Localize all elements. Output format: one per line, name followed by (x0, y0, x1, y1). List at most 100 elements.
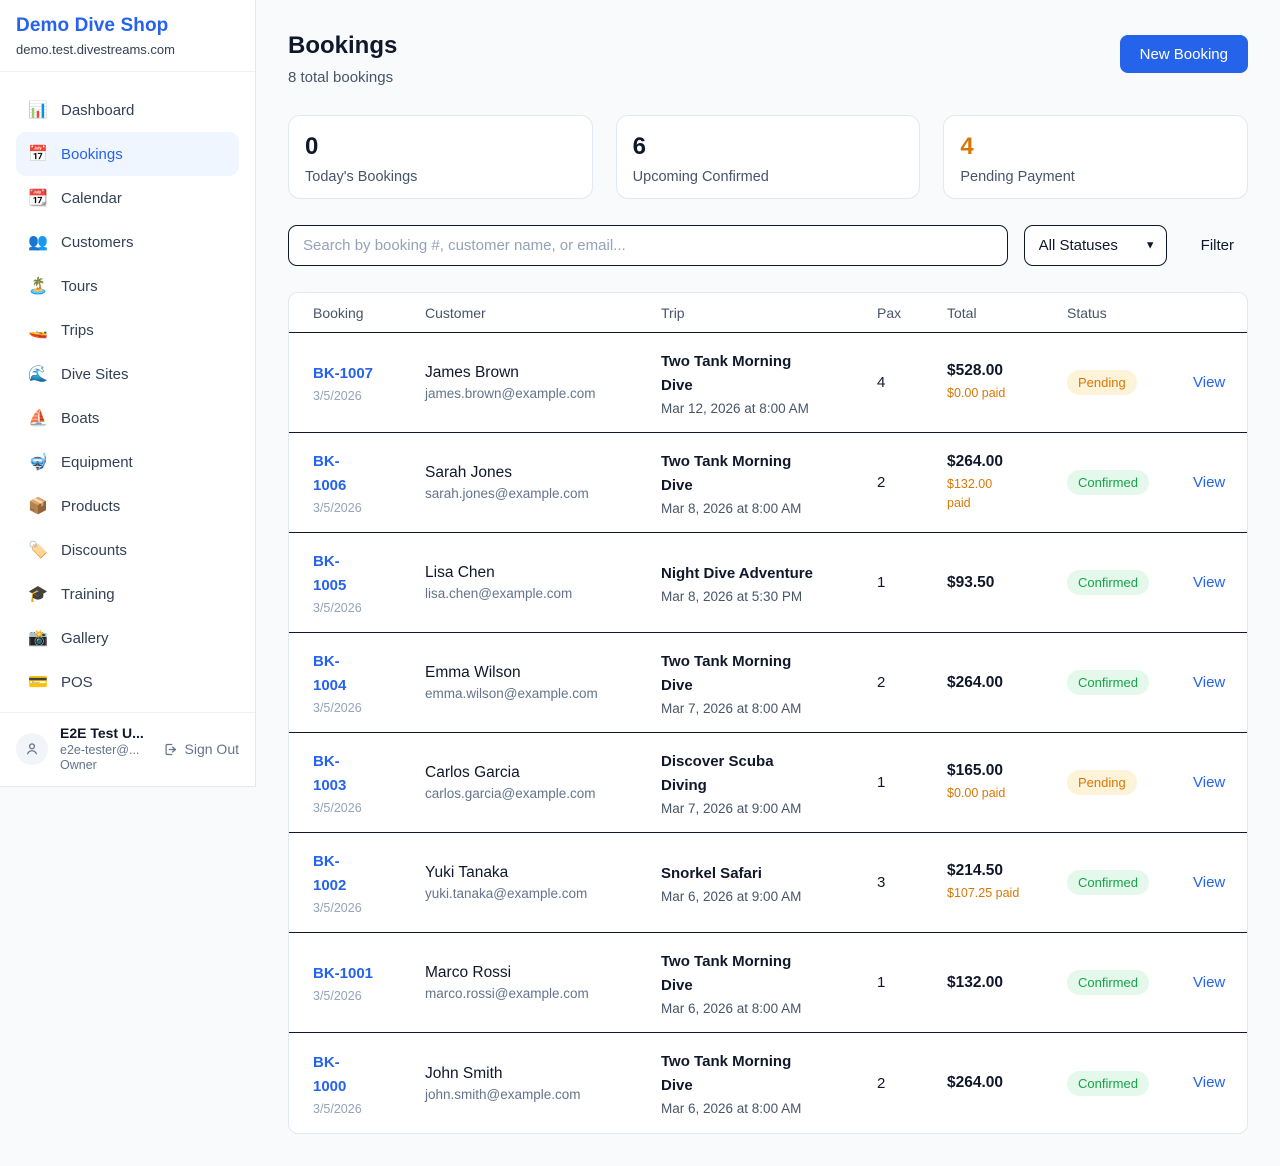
user-footer: E2E Test U... e2e-tester@... Owner Sign … (0, 712, 255, 786)
view-link[interactable]: View (1193, 773, 1226, 791)
trip-name: Night Dive Adventure (661, 564, 813, 582)
customer-name: John Smith (425, 1064, 503, 1082)
booking-number-link[interactable]: BK- 1000 (313, 1053, 347, 1095)
sidebar-item-label: Calendar (61, 189, 122, 207)
sidebar-item-bookings[interactable]: 📅 Bookings (16, 132, 239, 176)
new-booking-button[interactable]: New Booking (1119, 35, 1248, 73)
trip-name: Two Tank Morning Dive (661, 652, 792, 694)
sidebar-item-equipment[interactable]: 🤿 Equipment (16, 440, 239, 484)
sidebar-item-label: Customers (61, 233, 134, 251)
total-amount: $132.00 (947, 973, 1004, 991)
paid-amount: $0.00 paid (947, 786, 1006, 801)
status-badge: Confirmed (1067, 670, 1149, 695)
total-amount: $214.50 (947, 862, 1004, 880)
sidebar-item-tours[interactable]: 🏝️ Tours (16, 264, 239, 308)
trip-datetime: Mar 8, 2026 at 8:00 AM (661, 500, 802, 516)
filter-button[interactable]: Filter (1200, 237, 1234, 254)
page-title: Bookings (288, 32, 398, 59)
sidebar-item-label: Dive Sites (61, 365, 129, 383)
status-badge: Pending (1067, 770, 1137, 795)
status-badge: Confirmed (1067, 870, 1149, 895)
sidebar-item-products[interactable]: 📦 Products (16, 484, 239, 528)
stat-label: Upcoming Confirmed (632, 169, 769, 185)
avatar (16, 733, 48, 766)
sidebar-item-discounts[interactable]: 🏷️ Discounts (16, 528, 239, 572)
table-row: BK-1001 3/5/2026 Marco Rossi marco.rossi… (289, 933, 1247, 1033)
user-role: Owner (60, 758, 97, 773)
view-link[interactable]: View (1193, 573, 1226, 591)
booking-number-link[interactable]: BK- 1004 (313, 653, 347, 694)
page-subtitle: 8 total bookings (288, 69, 394, 86)
stat-card: 6 Upcoming Confirmed (615, 115, 921, 199)
sidebar-item-gallery[interactable]: 📸 Gallery (16, 616, 239, 660)
customer-email: emma.wilson@example.com (425, 686, 598, 701)
total-amount: $165.00 (947, 762, 1004, 780)
pax-count: 1 (877, 574, 886, 591)
booking-number-link[interactable]: BK- 1005 (313, 553, 347, 594)
sidebar-item-label: Training (61, 585, 115, 603)
view-link[interactable]: View (1193, 473, 1226, 491)
table-row: BK- 1004 3/5/2026 Emma Wilson emma.wilso… (289, 633, 1247, 733)
booking-date: 3/5/2026 (313, 1101, 362, 1116)
customer-email: sarah.jones@example.com (425, 486, 589, 501)
pos-creditcard-icon: 💳 (28, 674, 48, 691)
col-header-booking: Booking (313, 304, 364, 321)
customer-email: lisa.chen@example.com (425, 586, 573, 601)
status-badge: Confirmed (1067, 970, 1149, 995)
col-header-customer: Customer (425, 304, 486, 321)
sidebar-item-boats[interactable]: ⛵ Boats (16, 396, 239, 440)
status-filter-select[interactable]: All Statuses (1023, 225, 1167, 266)
trip-name: Two Tank Morning Dive (661, 952, 792, 994)
col-header-pax: Pax (877, 304, 902, 321)
trip-name: Discover Scuba Diving (661, 752, 774, 794)
table-row: BK-1007 3/5/2026 James Brown james.brown… (289, 333, 1247, 433)
sidebar-item-label: Bookings (61, 145, 123, 163)
sidebar-item-customers[interactable]: 👥 Customers (16, 220, 239, 264)
boats-sailboat-icon: ⛵ (28, 410, 48, 427)
search-input[interactable] (288, 225, 1008, 266)
sidebar-item-label: POS (61, 673, 93, 691)
col-header-total: Total (947, 304, 977, 321)
status-badge: Confirmed (1067, 470, 1149, 495)
view-link[interactable]: View (1193, 973, 1226, 991)
sidebar-item-pos[interactable]: 💳 POS (16, 660, 239, 704)
view-link[interactable]: View (1193, 1074, 1226, 1091)
booking-number-link[interactable]: BK-1001 (313, 965, 374, 982)
sidebar-item-dashboard[interactable]: 📊 Dashboard (16, 88, 239, 132)
view-link[interactable]: View (1193, 373, 1226, 391)
view-link[interactable]: View (1193, 873, 1226, 891)
table-row: BK- 1006 3/5/2026 Sarah Jones sarah.jone… (289, 433, 1247, 533)
stat-card: 0 Today's Bookings (288, 115, 593, 199)
booking-number-link[interactable]: BK- 1002 (313, 853, 347, 894)
sign-out-button[interactable]: Sign Out (163, 741, 239, 757)
trip-datetime: Mar 8, 2026 at 5:30 PM (661, 588, 803, 604)
view-link[interactable]: View (1193, 673, 1226, 691)
stat-label: Today's Bookings (305, 169, 418, 185)
sidebar-item-calendar[interactable]: 📆 Calendar (16, 176, 239, 220)
booking-date: 3/5/2026 (313, 901, 362, 915)
pax-count: 2 (877, 474, 886, 491)
customer-name: James Brown (425, 364, 519, 381)
status-badge: Pending (1067, 370, 1137, 395)
booking-number-link[interactable]: BK-1007 (313, 365, 374, 382)
paid-amount: $132.00 paid (947, 477, 993, 510)
status-badge: Confirmed (1067, 1070, 1149, 1096)
stat-label: Pending Payment (960, 169, 1075, 185)
booking-number-link[interactable]: BK- 1003 (313, 753, 347, 794)
trip-name: Two Tank Morning Dive (661, 452, 792, 494)
sidebar-item-dive-sites[interactable]: 🌊 Dive Sites (16, 352, 239, 396)
sidebar-item-trips[interactable]: 🚤 Trips (16, 308, 239, 352)
sidebar-item-label: Equipment (61, 453, 133, 471)
sidebar-item-training[interactable]: 🎓 Training (16, 572, 239, 616)
trip-datetime: Mar 12, 2026 at 8:00 AM (661, 400, 809, 416)
equipment-mask-icon: 🤿 (28, 454, 48, 471)
sidebar-nav: 📊 Dashboard 📅 Bookings 📆 Calendar 👥 Cust… (0, 72, 255, 712)
trip-name: Two Tank Morning Dive (661, 352, 792, 394)
trip-datetime: Mar 6, 2026 at 9:00 AM (661, 888, 802, 904)
booking-date: 3/5/2026 (313, 801, 362, 815)
customer-name: Emma Wilson (425, 664, 521, 681)
page-header: Bookings 8 total bookings New Booking (288, 32, 1248, 86)
booking-number-link[interactable]: BK- 1006 (313, 453, 347, 494)
table-body: BK-1007 3/5/2026 James Brown james.brown… (289, 333, 1247, 1133)
trip-datetime: Mar 6, 2026 at 8:00 AM (661, 1000, 802, 1016)
